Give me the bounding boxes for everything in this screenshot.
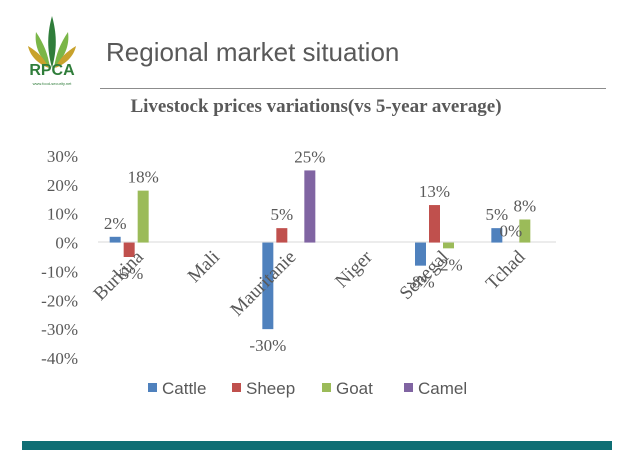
legend-label-sheep: Sheep [246,379,295,398]
logo-text: RPCA [29,62,75,79]
data-label-sheep-tchad: 0% [499,222,522,241]
bars [109,170,531,330]
chart-title: Livestock prices variations(vs 5-year av… [130,96,501,117]
legend: Cattle Sheep Goat Camel [148,379,467,398]
y-tick-label: 0% [55,234,78,253]
data-label-cattle-tchad: 5% [485,205,508,224]
category-labels: Burkina Mali Mauritanie Niger Senegal Tchad [90,246,530,320]
y-tick-label: -30% [41,320,78,339]
rpca-logo [28,16,76,68]
bar-chart: Livestock prices variations(vs 5-year av… [41,96,556,398]
bar-cattle-senegal [415,242,426,266]
slide-title: Regional market situation [106,37,400,67]
y-tick-label: 10% [47,205,78,224]
bar-camel-mauritanie [304,170,316,243]
data-label-goat-senegal: -2% [434,255,462,274]
data-label-cattle-senegal: -8% [406,273,434,292]
legend-swatch-camel [404,383,413,392]
y-axis: 30% 20% 10% 0% -10% -20% -30% -40% [41,147,78,368]
bar-cattle-mauritanie [262,242,274,330]
y-tick-label: 20% [47,176,78,195]
legend-swatch-cattle [148,383,157,392]
header-divider [100,88,606,89]
legend-label-camel: Camel [418,379,467,398]
data-label-goat-tchad: 8% [513,196,536,215]
y-tick-label: -20% [41,291,78,310]
legend-swatch-sheep [232,383,241,392]
bar-sheep-burkina [123,242,135,257]
y-tick-label: -40% [41,349,78,368]
legend-label-cattle: Cattle [162,379,206,398]
data-label-cattle-mauritanie: -30% [249,336,286,355]
legend-label-goat: Goat [336,379,373,398]
footer-bar [22,441,612,450]
data-label-sheep-burkina: -5% [115,264,143,283]
data-labels: 2% -30% -8% 5% -5% 5% 13% 0% 18% -2% 8% 25% [104,147,536,355]
y-tick-label: 30% [47,147,78,166]
data-label-sheep-senegal: 13% [419,182,450,201]
data-label-camel-mauritanie: 25% [294,147,325,166]
bar-goat-tchad [519,219,531,243]
data-label-cattle-burkina: 2% [104,214,127,233]
logo-subtext: www.food-security.net [32,81,72,86]
bar-goat-senegal [443,242,454,249]
y-tick-label: -10% [41,262,78,281]
legend-swatch-goat [322,383,331,392]
bar-sheep-mauritanie [276,228,288,243]
bar-cattle-tchad [491,228,503,243]
category-label-niger: Niger [331,246,377,292]
data-label-sheep-mauritanie: 5% [270,205,293,224]
category-label-mali: Mali [184,247,224,287]
bar-cattle-burkina [109,236,121,243]
category-label-tchad: Tchad [482,246,530,294]
data-label-goat-burkina: 18% [128,168,159,187]
bar-sheep-senegal [429,205,440,243]
bar-goat-burkina [137,190,149,243]
